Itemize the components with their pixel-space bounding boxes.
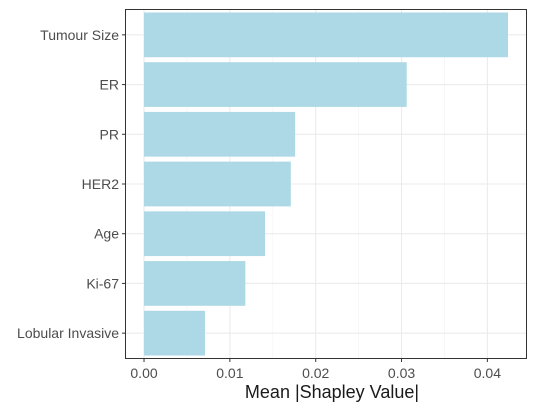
y-tick-label: Ki-67	[86, 275, 119, 291]
x-axis-title: Mean |Shapley Value|	[245, 382, 419, 402]
y-tick-label: Tumour Size	[40, 27, 119, 43]
bar-pr	[144, 111, 296, 157]
bar-her2	[144, 161, 291, 207]
y-tick-label: HER2	[82, 176, 120, 192]
bar-age	[144, 211, 266, 257]
x-axis: 0.00 0.01 0.02 0.03 0.04	[130, 358, 501, 381]
x-tick-label: 0.02	[302, 365, 329, 381]
x-tick-label: 0.01	[216, 365, 243, 381]
x-tick-label: 0.03	[388, 365, 415, 381]
y-tick-label: Age	[94, 226, 119, 242]
x-tick-label: 0.00	[130, 365, 157, 381]
bar-tumour-size	[144, 12, 508, 58]
bar-ki-67	[144, 261, 246, 306]
y-tick-label: Lobular Invasive	[17, 325, 119, 341]
y-axis: Tumour Size ER PR HER2 Age Ki-67 Lobular Invas…	[17, 27, 126, 341]
bar-er	[144, 62, 407, 107]
bars	[144, 12, 508, 356]
bar-lobular-invasive	[144, 310, 205, 356]
y-tick-label: PR	[100, 126, 119, 142]
y-tick-label: ER	[100, 77, 119, 93]
x-tick-label: 0.04	[474, 365, 501, 381]
